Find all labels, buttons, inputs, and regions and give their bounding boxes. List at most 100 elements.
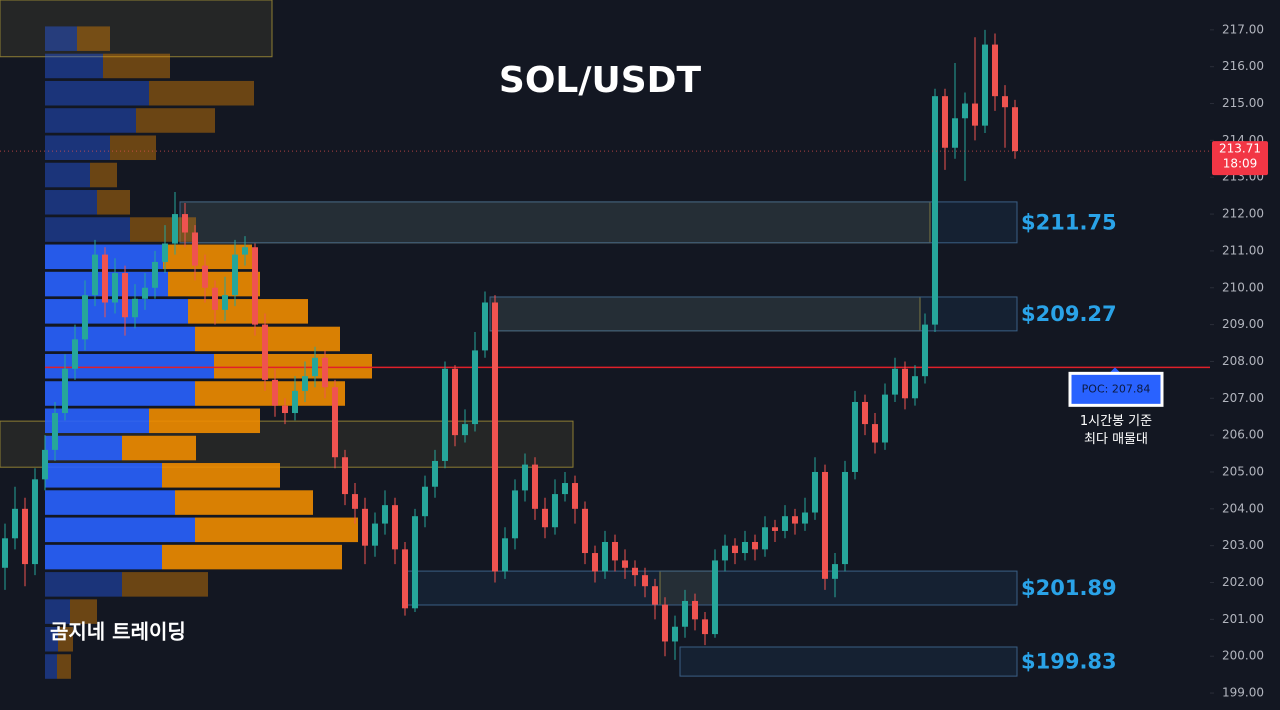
candle-body	[652, 586, 658, 605]
candle-body	[192, 232, 198, 266]
candle-body	[692, 600, 698, 620]
candle-body	[682, 600, 688, 627]
y-tick-label: 216.00	[1222, 59, 1264, 73]
candle-body	[52, 413, 58, 450]
candle-body	[412, 516, 418, 609]
candle-body	[402, 549, 408, 609]
y-tick-label: 200.00	[1222, 649, 1264, 663]
candle-body	[232, 254, 238, 296]
profile-sell	[175, 490, 313, 515]
profile-sell	[162, 544, 342, 570]
y-tick-label: 212.00	[1222, 207, 1264, 221]
candle-body	[802, 512, 808, 524]
profile-sell	[162, 463, 280, 488]
candle-body	[602, 541, 608, 572]
profile-sell	[214, 353, 372, 379]
profile-sell	[122, 572, 208, 597]
candle-body	[42, 449, 48, 480]
candle-body	[62, 368, 68, 414]
y-tick-label: 206.00	[1222, 428, 1264, 442]
profile-buy	[45, 135, 110, 161]
candle-body	[482, 302, 488, 351]
zone-label: $209.27	[1021, 302, 1117, 326]
candle-body	[572, 483, 578, 509]
candle-body	[472, 350, 478, 425]
candle-body	[252, 247, 258, 325]
y-tick-label: 202.00	[1222, 575, 1264, 589]
candle-body	[812, 471, 818, 513]
candle-body	[82, 295, 88, 340]
candle-body	[742, 541, 748, 554]
candle-body	[172, 214, 178, 244]
candle-body	[212, 287, 218, 310]
candle-body	[272, 379, 278, 406]
profile-sell	[97, 190, 130, 215]
candle-body	[362, 508, 368, 546]
candle-body	[562, 483, 568, 495]
profile-buy	[45, 190, 97, 215]
candle-body	[642, 575, 648, 587]
last-price-box	[1212, 141, 1268, 176]
candle-body	[392, 505, 398, 550]
profile-buy	[45, 517, 195, 543]
candle-body	[882, 394, 888, 443]
candle-body	[862, 401, 868, 425]
candle-body	[322, 357, 328, 388]
profile-sell	[188, 299, 308, 324]
candle-body	[12, 508, 18, 539]
candle-body	[452, 368, 458, 436]
poc-note: 1시간봉 기준	[1080, 414, 1152, 429]
candle-body	[922, 324, 928, 377]
profile-buy	[45, 408, 149, 434]
candle-body	[222, 295, 228, 310]
candle-body	[832, 564, 838, 579]
candle-body	[32, 479, 38, 565]
profile-sell	[195, 381, 345, 406]
candle-body	[442, 368, 448, 461]
zone-label: $201.89	[1021, 576, 1117, 600]
profile-buy	[45, 626, 58, 652]
candle-body	[592, 553, 598, 572]
poc-box	[1068, 371, 1164, 407]
candle-body	[892, 368, 898, 395]
profile-buy	[45, 463, 162, 488]
zone-label: $211.75	[1021, 210, 1117, 234]
profile-sell	[90, 162, 117, 188]
profile-buy	[45, 217, 130, 242]
candle-body	[722, 545, 728, 561]
candle-body	[112, 273, 118, 303]
candle-body	[942, 96, 948, 148]
y-tick-label: 207.00	[1222, 391, 1264, 405]
candle-body	[502, 538, 508, 572]
candle-body	[952, 118, 958, 148]
candle-body	[492, 302, 498, 572]
candle-body	[422, 486, 428, 517]
candle-body	[792, 516, 798, 524]
candle-body	[612, 541, 618, 561]
profile-buy	[45, 544, 162, 570]
profile-buy	[45, 299, 188, 324]
candle-body	[332, 387, 338, 458]
candle-body	[772, 527, 778, 531]
candle-body	[852, 401, 858, 472]
candle-body	[532, 464, 538, 509]
candle-body	[972, 103, 978, 126]
candle-body	[262, 324, 268, 380]
y-tick-label: 204.00	[1222, 501, 1264, 515]
profile-buy	[45, 162, 90, 188]
profile-sell	[77, 26, 110, 51]
candle-body	[632, 567, 638, 576]
candle-body	[762, 527, 768, 550]
candle-body	[522, 464, 528, 491]
candle-body	[432, 460, 438, 487]
supply-box	[659, 570, 716, 606]
candle-body	[132, 298, 138, 318]
y-tick-label: 211.00	[1222, 243, 1264, 257]
profile-buy	[45, 353, 214, 379]
candle-body	[2, 538, 8, 568]
supply-box	[489, 296, 921, 332]
profile-sell	[149, 80, 254, 106]
candle-body	[462, 424, 468, 436]
zone-box	[179, 201, 1018, 244]
candle-body	[1012, 107, 1018, 152]
